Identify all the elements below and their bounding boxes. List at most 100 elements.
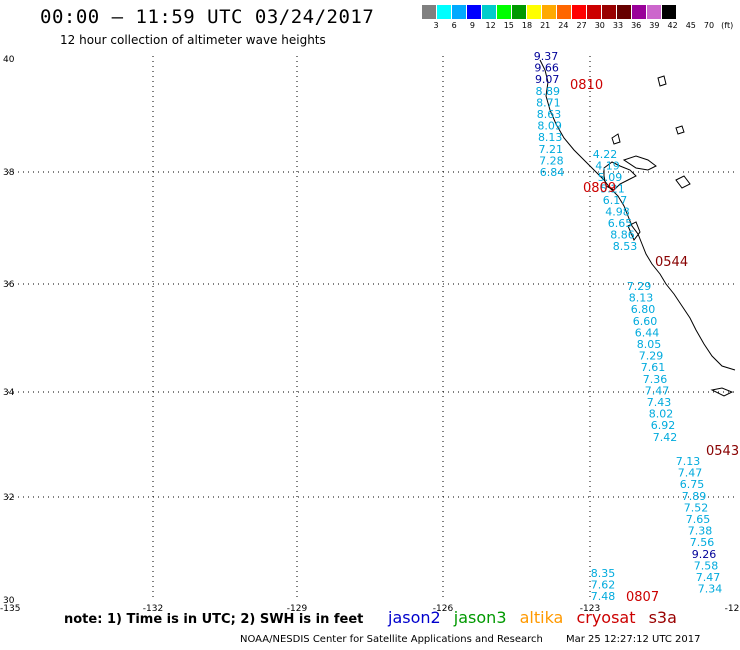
legend-swatch xyxy=(542,5,557,19)
wave-height-value: 6.84 xyxy=(540,166,565,179)
legend-label: 36 xyxy=(631,21,642,30)
wave-height-value: 7.62 xyxy=(591,579,616,592)
wave-height-value: 7.58 xyxy=(694,559,719,572)
satellite-s3a: s3a xyxy=(648,608,677,627)
legend-swatch xyxy=(512,5,527,19)
wave-height-value: 7.42 xyxy=(653,431,678,444)
latitude-label: 34 xyxy=(3,388,15,398)
legend-label: 45 xyxy=(685,21,696,30)
legend-swatch xyxy=(497,5,512,19)
wave-height-value: 7.13 xyxy=(676,455,701,468)
timestamp-text: Mar 25 12:27:12 UTC 2017 xyxy=(566,634,701,645)
wave-height-value: 4.22 xyxy=(593,148,618,161)
wave-height-value: 6.75 xyxy=(680,478,705,491)
legend-swatch xyxy=(557,5,572,19)
legend-swatch xyxy=(587,5,602,19)
wave-height-value: 5.21 xyxy=(600,183,625,196)
wave-height-value: 9.37 xyxy=(534,50,559,63)
wave-height-value: 9.26 xyxy=(692,548,717,561)
wave-height-value: 8.71 xyxy=(536,96,561,109)
satellite-jason2: jason2 xyxy=(388,608,441,627)
wave-height-value: 6.92 xyxy=(651,419,676,432)
legend-label: 18 xyxy=(521,21,533,30)
track-time-label: 0544 xyxy=(655,255,688,270)
longitude-label: -135 xyxy=(0,604,20,614)
latitude-label: 40 xyxy=(3,55,15,65)
wave-height-value: 8.86 xyxy=(610,229,635,242)
wave-height-value: 7.28 xyxy=(539,154,564,167)
legend-swatch xyxy=(467,5,482,19)
lake-3 xyxy=(675,125,685,135)
legend-label: 42 xyxy=(667,21,678,30)
monterey-bay xyxy=(627,221,641,241)
lake-2 xyxy=(611,133,621,145)
wave-height-value: 9.07 xyxy=(535,73,560,86)
longitude-label: -126 xyxy=(433,604,454,614)
legend-label: 15 xyxy=(503,21,514,30)
legend-label: 12 xyxy=(485,21,496,30)
legend-swatch xyxy=(452,5,467,19)
wave-height-value: 7.47 xyxy=(696,571,721,584)
track-time-label: 0543 xyxy=(706,444,739,459)
map-subtitle: 12 hour collection of altimeter wave hei… xyxy=(60,33,326,47)
wave-height-value: 7.47 xyxy=(645,384,670,397)
graticule xyxy=(8,56,736,600)
san-francisco-bay xyxy=(603,161,637,191)
latitude-label: 32 xyxy=(3,493,14,503)
legend-swatch xyxy=(422,5,437,19)
longitude-label: -132 xyxy=(143,604,163,614)
legend-label: 24 xyxy=(558,21,569,30)
legend-label: 70 xyxy=(703,21,715,30)
legend-swatch xyxy=(482,5,497,19)
island xyxy=(710,387,734,397)
wave-height-value: 9.66 xyxy=(534,62,559,75)
wave-height-value: 7.21 xyxy=(539,143,564,156)
legend-label: 9 xyxy=(469,21,475,30)
wave-height-value: 7.43 xyxy=(647,396,672,409)
legend-label: 33 xyxy=(612,21,624,30)
wave-height-value: 8.63 xyxy=(537,108,562,121)
wave-height-value: 7.56 xyxy=(690,536,715,549)
longitude-label: -123 xyxy=(580,604,600,614)
legend-swatch xyxy=(527,5,542,19)
legend-label: 6 xyxy=(451,21,457,30)
lake-4 xyxy=(675,175,691,189)
track-time-label: 0807 xyxy=(626,590,659,605)
legend-swatch xyxy=(437,5,452,19)
wave-height-value: 7.29 xyxy=(627,280,652,293)
legend-swatch xyxy=(617,5,632,19)
satellite-legend: jason2 jason3 altika cryosat s3a xyxy=(388,608,685,627)
wave-height-value: 6.65 xyxy=(608,217,633,230)
wave-height-value: 8.09 xyxy=(537,120,562,133)
color-legend-labels: 3 6 9 12 15 18 21 24 27 30 33 36 39 42 45 70 (ft) xyxy=(422,21,740,33)
legend-swatch xyxy=(647,5,662,19)
legend-swatch xyxy=(602,5,617,19)
wave-height-value: 7.61 xyxy=(641,361,666,374)
wave-height-value: 4.19 xyxy=(595,160,620,173)
satellite-altika: altika xyxy=(519,608,564,627)
wave-height-value: 8.13 xyxy=(629,292,654,305)
legend-label: 27 xyxy=(576,21,587,30)
wave-height-value: 6.44 xyxy=(635,326,660,339)
latitude-label: 36 xyxy=(3,280,15,290)
credit-text: NOAA/NESDIS Center for Satellite Applica… xyxy=(240,634,543,645)
coastline xyxy=(539,59,736,397)
wave-height-value: 5.09 xyxy=(598,171,623,184)
wave-height-value: 8.53 xyxy=(613,240,638,253)
legend-label: 39 xyxy=(649,21,660,30)
wave-height-value: 6.60 xyxy=(633,315,658,328)
satellite-jason3: jason3 xyxy=(453,608,507,627)
wave-height-value: 7.47 xyxy=(678,467,703,480)
wave-height-value: 7.34 xyxy=(698,583,723,596)
legend-swatch xyxy=(662,5,677,19)
legend-label: (ft) xyxy=(721,21,734,30)
color-legend xyxy=(422,5,677,19)
latitude-label: 38 xyxy=(3,168,15,178)
wave-height-value: 7.52 xyxy=(684,501,709,514)
longitude-label: -12 xyxy=(725,604,740,614)
longitude-label: -129 xyxy=(287,604,308,614)
footnote: note: 1) Time is in UTC; 2) SWH is in fe… xyxy=(64,612,364,627)
wave-height-value: 7.29 xyxy=(639,350,664,363)
legend-swatch xyxy=(572,5,587,19)
wave-height-value: 6.17 xyxy=(603,194,628,207)
